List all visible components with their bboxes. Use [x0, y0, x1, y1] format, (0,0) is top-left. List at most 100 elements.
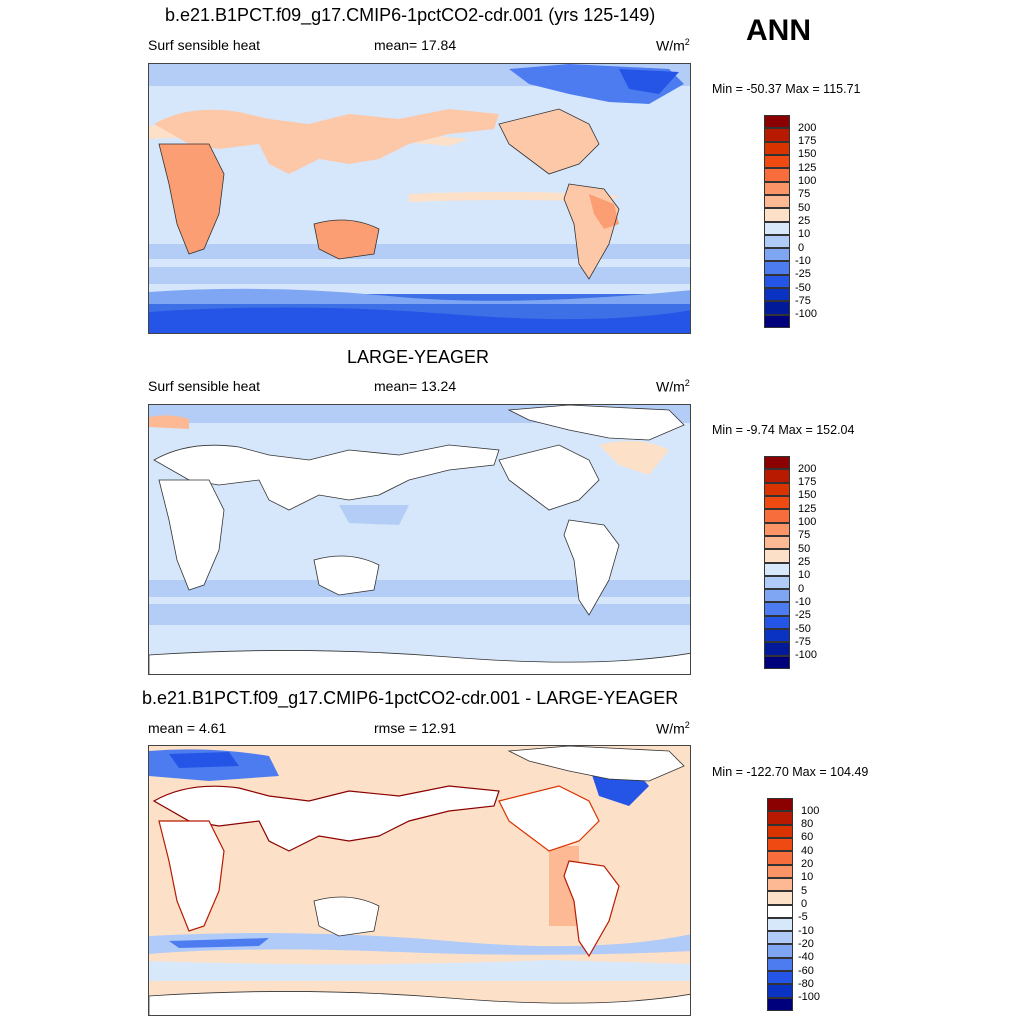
panel1-variable: Surf sensible heat: [148, 37, 261, 53]
panel1-units: W/m2: [656, 37, 690, 54]
colorbar-swatch: [764, 509, 790, 523]
colorbar-swatch: [767, 997, 793, 1011]
colorbar-swatch: [764, 181, 790, 195]
colorbar-swatch: [764, 248, 790, 262]
colorbar-tick-label: 10: [801, 871, 814, 884]
colorbar-swatch: [764, 274, 790, 289]
colorbar-tick-label: -20: [798, 937, 814, 950]
colorbar-swatch: [767, 864, 793, 878]
colorbar-tick-label: 0: [798, 582, 805, 595]
colorbar-swatch: [764, 562, 790, 576]
panel2-map: [148, 404, 691, 675]
colorbar-tick-label: 25: [798, 556, 811, 568]
colorbar-swatch: [767, 944, 793, 958]
panel3-rmse: rmse = 12.91: [374, 720, 457, 736]
colorbar-swatch: [764, 288, 790, 302]
ann-label: ANN: [746, 14, 811, 47]
colorbar-tick-label: 125: [798, 502, 817, 515]
panel1-map: [148, 63, 691, 334]
colorbar-swatch: [764, 469, 790, 483]
colorbar-swatch: [764, 522, 790, 536]
colorbar-tick-label: -5: [798, 911, 808, 924]
colorbar-swatch: [764, 194, 790, 209]
colorbar-swatch: [764, 221, 790, 235]
colorbar-tick-label: 25: [798, 215, 811, 227]
colorbar-swatch: [767, 917, 793, 932]
panel3-map: [148, 745, 691, 1016]
colorbar-tick-label: -50: [795, 622, 811, 635]
panel2-title: LARGE-YEAGER: [347, 347, 490, 367]
colorbar-tick-label: -100: [795, 649, 818, 662]
colorbar-tick-label: -80: [798, 977, 814, 990]
colorbar-tick-label: 80: [801, 818, 814, 831]
colorbar-swatch: [764, 456, 790, 470]
colorbar-tick-label: 0: [798, 241, 805, 254]
panel2-variable: Surf sensible heat: [148, 378, 261, 394]
colorbar-tick-label: 60: [801, 831, 814, 844]
colorbar-swatch: [764, 301, 790, 315]
colorbar-swatch: [764, 655, 790, 669]
colorbar-swatch: [767, 971, 793, 985]
colorbar-swatch: [764, 602, 790, 616]
colorbar-swatch: [764, 168, 790, 182]
colorbar-swatch: [764, 261, 790, 275]
colorbar-tick-label: 175: [798, 476, 817, 489]
colorbar-tick-label: 50: [798, 542, 811, 555]
colorbar-swatch: [764, 154, 790, 169]
colorbar-tick-label: 175: [798, 135, 817, 148]
colorbar-swatch: [764, 128, 790, 142]
colorbar-tick-label: -75: [795, 635, 811, 648]
colorbar-swatch: [767, 957, 793, 972]
colorbar-swatch: [764, 115, 790, 129]
panel1-title: b.e21.B1PCT.f09_g17.CMIP6-1pctCO2-cdr.00…: [165, 5, 656, 25]
colorbar-swatch: [764, 575, 790, 590]
colorbar-tick-label: 5: [801, 884, 808, 897]
colorbar-swatch: [767, 904, 793, 918]
colorbar-swatch: [767, 851, 793, 865]
colorbar-swatch: [767, 798, 793, 812]
colorbar-tick-label: 10: [798, 228, 811, 241]
colorbar-tick-label: 10: [798, 569, 811, 582]
colorbar-tick-label: 125: [798, 161, 817, 174]
colorbar-swatch: [767, 837, 793, 852]
panel2-colorbar: 200 175 150 125 100 75 50 25 10 0 -10 -25 -50 -75 -100: [764, 456, 817, 669]
colorbar-tick-label: -100: [798, 991, 821, 1004]
panel1-mean: mean= 17.84: [374, 37, 457, 53]
colorbar-swatch: [764, 482, 790, 496]
colorbar-tick-label: -40: [798, 951, 814, 964]
panel3-mean: mean = 4.61: [148, 720, 227, 736]
colorbar-tick-label: -75: [795, 294, 811, 307]
colorbar-swatch: [767, 811, 793, 825]
colorbar-tick-label: -10: [798, 924, 814, 937]
colorbar-tick-label: 150: [798, 489, 817, 502]
colorbar-tick-label: -100: [795, 308, 818, 321]
colorbar-tick-label: 100: [801, 804, 820, 817]
colorbar-swatch: [764, 549, 790, 563]
panel3-minmax: Min = -122.70 Max = 104.49: [712, 765, 869, 779]
panel1-minmax: Min = -50.37 Max = 115.71: [712, 82, 861, 96]
panel3-colorbar: 100 80 60 40 20 10 5 0 -5 -10 -20 -40 -60 -80 -100: [767, 798, 820, 1011]
colorbar-tick-label: 20: [801, 858, 814, 871]
colorbar-swatch: [764, 642, 790, 656]
colorbar-tick-label: 200: [798, 462, 817, 475]
colorbar-tick-label: 100: [798, 175, 817, 188]
panel1-colorbar: 200 175 150 125 100 75 50 25 10 0 -10 -25 -50 -75 -100: [764, 115, 817, 328]
colorbar-tick-label: 75: [798, 529, 811, 542]
colorbar-tick-label: 100: [798, 516, 817, 529]
colorbar-tick-label: -25: [795, 609, 811, 622]
colorbar-tick-label: 50: [798, 201, 811, 214]
colorbar-swatch: [767, 824, 793, 838]
colorbar-swatch: [764, 208, 790, 222]
colorbar-swatch: [764, 535, 790, 550]
colorbar-swatch: [764, 495, 790, 510]
colorbar-tick-label: -50: [795, 281, 811, 294]
colorbar-tick-label: -10: [795, 254, 811, 267]
colorbar-tick-label: -25: [795, 268, 811, 281]
colorbar-tick-label: 150: [798, 148, 817, 161]
colorbar-tick-label: 40: [801, 844, 814, 857]
colorbar-tick-label: 0: [801, 898, 808, 910]
panel2-minmax: Min = -9.74 Max = 152.04: [712, 423, 855, 437]
colorbar-swatch: [764, 615, 790, 630]
colorbar-swatch: [764, 141, 790, 155]
panel2-units: W/m2: [656, 378, 690, 395]
